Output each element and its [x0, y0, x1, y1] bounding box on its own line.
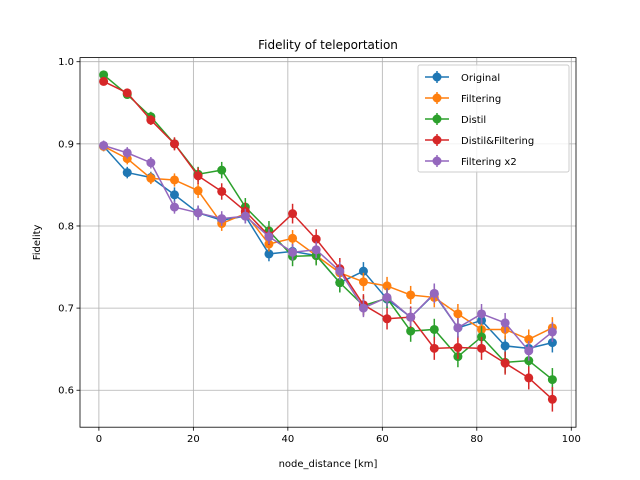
legend-label: Original [461, 73, 500, 84]
data-point [335, 266, 345, 276]
data-point [453, 343, 463, 353]
data-point [547, 394, 557, 404]
data-point [382, 281, 392, 291]
data-point [453, 323, 463, 333]
y-tick-label: 0.7 [58, 304, 74, 315]
data-point [169, 139, 179, 149]
data-point [99, 76, 109, 86]
legend-entry: Filtering x2 [425, 155, 517, 168]
data-point [500, 341, 510, 351]
data-point [146, 173, 156, 183]
y-axis-title: Fidelity [32, 224, 43, 260]
x-tick-label: 60 [376, 434, 389, 445]
data-point [99, 140, 109, 150]
data-point [524, 373, 534, 383]
data-point [122, 148, 132, 158]
data-point [547, 338, 557, 348]
data-point [382, 292, 392, 302]
data-point [99, 70, 109, 80]
data-point [500, 318, 510, 328]
x-axis-title: node_distance [km] [279, 459, 378, 470]
data-point [429, 288, 439, 298]
data-point [311, 234, 321, 244]
data-point [547, 327, 557, 337]
legend-label: Distil&Filtering [461, 136, 534, 147]
data-point [453, 309, 463, 319]
legend-marker [432, 72, 442, 82]
y-tick-label: 0.8 [58, 221, 74, 232]
data-point [524, 334, 534, 344]
chart-title: Fidelity of teleportation [258, 38, 398, 52]
x-tick-label: 20 [187, 434, 200, 445]
legend-entry: Original [425, 71, 500, 84]
data-point [217, 186, 227, 196]
data-point [122, 88, 132, 98]
data-point [358, 266, 368, 276]
data-point [288, 247, 298, 257]
series-filtering-x2 [99, 140, 557, 361]
data-point [335, 278, 345, 288]
legend-label: Distil [461, 115, 486, 126]
data-point [406, 290, 416, 300]
data-point [264, 249, 274, 259]
legend-entry: Distil [425, 113, 486, 126]
x-tick-label: 80 [470, 434, 483, 445]
data-point [500, 358, 510, 368]
data-point [477, 309, 487, 319]
legend-entry: Distil&Filtering [425, 134, 534, 147]
data-point [358, 303, 368, 313]
legend: Original Filtering Distil Distil&Filtering F… [417, 64, 570, 173]
x-tick-label: 40 [281, 434, 294, 445]
data-point [193, 171, 203, 181]
data-point [524, 346, 534, 356]
legend-marker [432, 156, 442, 166]
data-point [358, 277, 368, 287]
data-point [217, 214, 227, 224]
data-point [146, 115, 156, 125]
legend-label: Filtering x2 [461, 157, 517, 168]
data-point [169, 175, 179, 185]
data-point [169, 190, 179, 200]
data-point [288, 233, 298, 243]
data-point [217, 165, 227, 175]
data-point [122, 168, 132, 178]
legend-label: Filtering [461, 94, 501, 105]
data-point [264, 232, 274, 242]
legend-marker [432, 93, 442, 103]
data-point [311, 245, 321, 255]
data-point [288, 209, 298, 219]
data-point [193, 208, 203, 218]
data-point [382, 314, 392, 324]
data-point [406, 326, 416, 336]
data-point [429, 343, 439, 353]
data-point [169, 202, 179, 212]
legend-frame [417, 64, 570, 173]
data-point [429, 324, 439, 334]
data-point [406, 312, 416, 322]
series-group [99, 70, 557, 412]
x-tick-label: 0 [96, 434, 102, 445]
data-point [547, 375, 557, 385]
y-tick-label: 0.6 [58, 386, 74, 397]
x-tick-label: 100 [562, 434, 581, 445]
legend-marker [432, 114, 442, 124]
y-tick-label: 0.9 [58, 139, 74, 150]
data-point [193, 186, 203, 196]
data-point [146, 158, 156, 168]
legend-entry: Filtering [425, 92, 501, 105]
axes-ticks: 0 20 40 60 80 100 0.6 0.7 0.8 0.9 1.0 [58, 57, 581, 445]
y-tick-label: 1.0 [58, 57, 74, 68]
data-point [477, 343, 487, 353]
legend-marker [432, 135, 442, 145]
plot-frame [79, 57, 577, 428]
data-point [240, 211, 250, 221]
